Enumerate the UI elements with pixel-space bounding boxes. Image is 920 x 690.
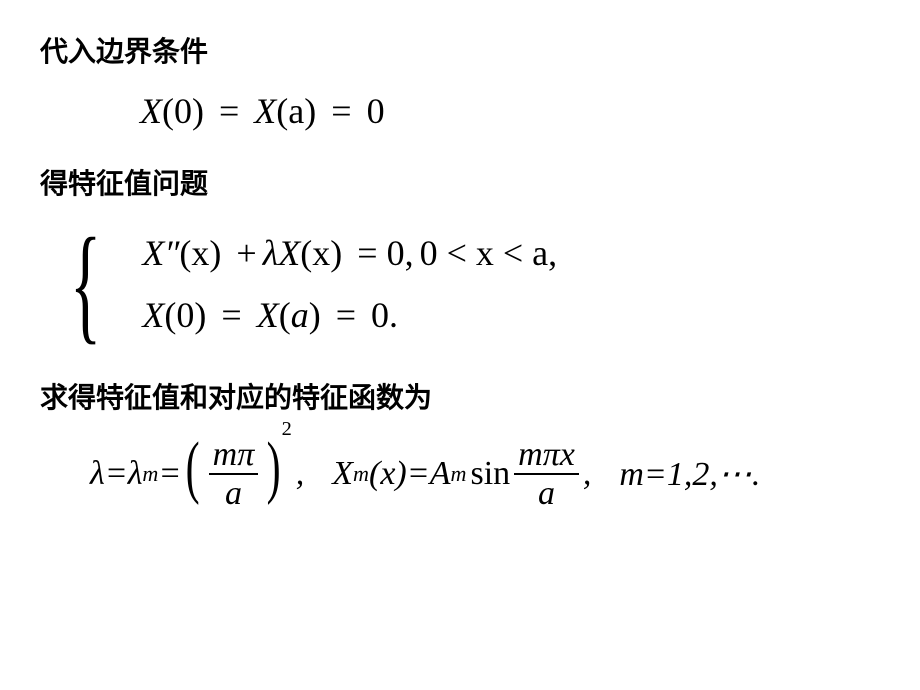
res-eq3: = [407,455,430,493]
res-frac1: mπ a [209,436,259,513]
ode-X: X [278,233,300,273]
brace-icon: { [70,232,101,336]
bc-eq2: = [325,91,357,131]
res-comma1: , [296,455,305,493]
ode-range: 0 < x < a, [420,233,558,273]
eigenproblem-cases: { X″(x) +λX(x) = 0,0 < x < a, X(0) = X(a… [70,222,880,346]
res-lambda: λ [90,455,105,493]
res-argsx: (x) [369,455,407,493]
heading-bc: 代入边界条件 [40,30,880,70]
equation-bc: X(0) = X(a) = 0 [140,90,880,132]
res-sub-m1: m [142,461,158,487]
equation-result: λ = λm = ( mπ a ) 2 , Xm(x) = Am sin mπx… [90,436,880,513]
ode-plus: + [230,233,262,273]
res-Xm: X [332,455,353,493]
res-frac2-den: a [534,475,559,512]
equation-ode: X″(x) +λX(x) = 0,0 < x < a, [142,232,557,274]
res-Am: A [430,455,451,493]
res-mrange: m=1,2,⋯. [619,454,760,494]
bc-arg1: (0) [162,91,204,131]
res-frac1-num: mπ [209,436,259,473]
res-frac2-num: mπx [514,436,579,473]
equation-ode-bc: X(0) = X(a) = 0. [142,294,557,336]
ode-argx2: (x) [300,233,342,273]
bc-eq1: = [213,91,245,131]
ode-xpp: X″ [142,233,179,273]
ode-eq0: = 0, [351,233,419,273]
bc-X2: X [254,91,276,131]
heading-result: 求得特征值和对应的特征函数为 [40,376,880,416]
res-paren-group: ( mπ a ) 2 [181,436,295,513]
ode-bc-text: X(0) = X(a) = 0. [142,295,398,335]
res-sub-m2: m [353,461,369,487]
ode-lambda: λ [263,233,279,273]
res-sin: sin [466,455,510,493]
res-eq1: = [105,455,128,493]
res-sq: 2 [282,418,292,441]
heading-eigenproblem: 得特征值问题 [40,162,880,202]
res-comma2: , [583,455,592,493]
res-sub-m3: m [451,461,467,487]
res-frac2: mπx a [514,436,579,513]
bc-X1: X [140,91,162,131]
res-eq2: = [158,455,181,493]
res-lambda-m: λ [128,455,143,493]
ode-argx1: (x) [179,233,221,273]
bc-rhs: 0 [367,91,385,131]
bc-arg2: (a) [276,91,316,131]
res-frac1-den: a [221,475,246,512]
